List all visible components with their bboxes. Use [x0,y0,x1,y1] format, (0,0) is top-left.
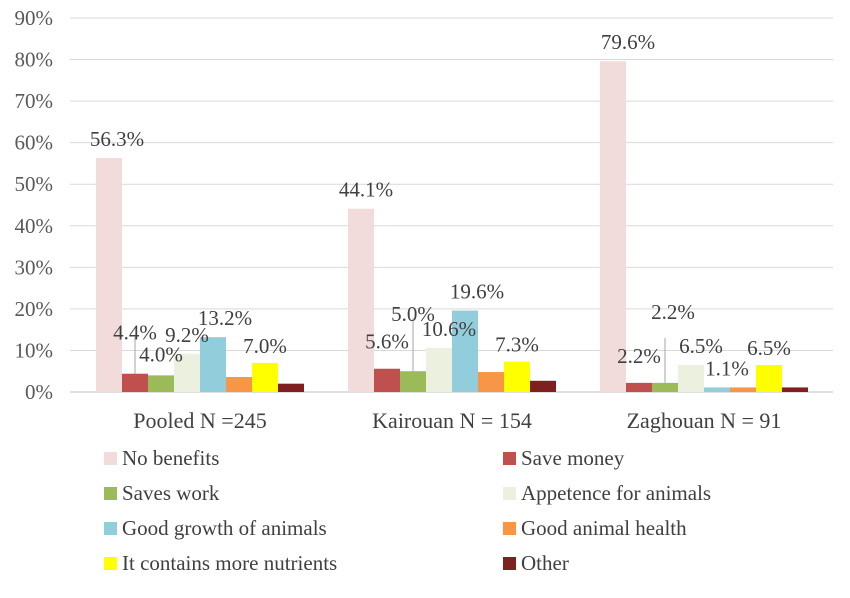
data-label: 44.1% [339,178,393,202]
bar [504,361,530,392]
bar [278,383,304,392]
data-label: 2.2% [617,344,661,368]
legend-swatch [503,452,516,465]
data-label: 5.0% [391,302,435,326]
bar [148,375,174,392]
bar [122,373,148,392]
y-tick-label: 40% [15,214,54,238]
data-label: 7.3% [495,333,539,357]
y-tick-label: 0% [25,380,53,404]
legend-swatch [503,557,516,570]
y-tick-label: 80% [15,48,54,72]
bar [452,310,478,392]
data-label: 56.3% [90,127,144,151]
legend-label: Good animal health [521,516,687,540]
legend-label: Saves work [122,481,220,505]
bar [252,362,278,392]
legend-label: Other [521,551,569,575]
bar [530,380,556,392]
y-tick-label: 20% [15,297,54,321]
legend-swatch [104,487,117,500]
y-tick-label: 50% [15,172,54,196]
legend-label: No benefits [122,446,219,470]
data-label: 6.5% [679,334,723,358]
data-label: 6.5% [747,336,791,360]
data-label: 1.1% [705,356,749,380]
y-tick-label: 10% [15,338,54,362]
legend-swatch [104,452,117,465]
data-label: 2.2% [651,300,695,324]
y-tick-label: 30% [15,255,54,279]
y-tick-label: 60% [15,131,54,155]
bar [652,382,678,392]
bar [600,61,626,393]
bar [400,371,426,392]
bar [348,208,374,392]
bar [782,387,808,392]
bar [704,387,730,392]
bar [678,364,704,392]
legend-swatch [503,522,516,535]
data-label: 19.6% [450,280,504,304]
legend-label: Good growth of animals [122,516,327,540]
bar [174,353,200,392]
data-label: 7.0% [243,334,287,358]
data-label: 13.2% [198,306,252,330]
bar [626,382,652,392]
data-label: 79.6% [601,30,655,54]
bar [730,387,756,392]
y-tick-label: 90% [15,6,54,30]
x-category-label: Kairouan N = 154 [372,408,532,433]
legend-label: Save money [521,446,625,470]
bar [756,364,782,392]
bar [374,368,400,392]
y-tick-label: 70% [15,89,54,113]
bar [426,347,452,392]
bar [226,377,252,392]
legend-swatch [503,487,516,500]
bar [478,372,504,392]
legend-swatch [104,557,117,570]
data-label: 5.6% [365,330,409,354]
x-category-label: Zaghouan N = 91 [627,408,782,433]
data-label: 10.6% [422,317,476,341]
legend-label: It contains more nutrients [122,551,337,575]
bar [96,158,122,392]
legend-label: Appetence for animals [521,481,711,505]
data-label: 4.0% [139,342,183,366]
bar [200,337,226,392]
x-category-label: Pooled N =245 [133,408,266,433]
legend-swatch [104,522,117,535]
data-label: 9.2% [165,323,209,347]
data-label: 4.4% [113,321,157,345]
